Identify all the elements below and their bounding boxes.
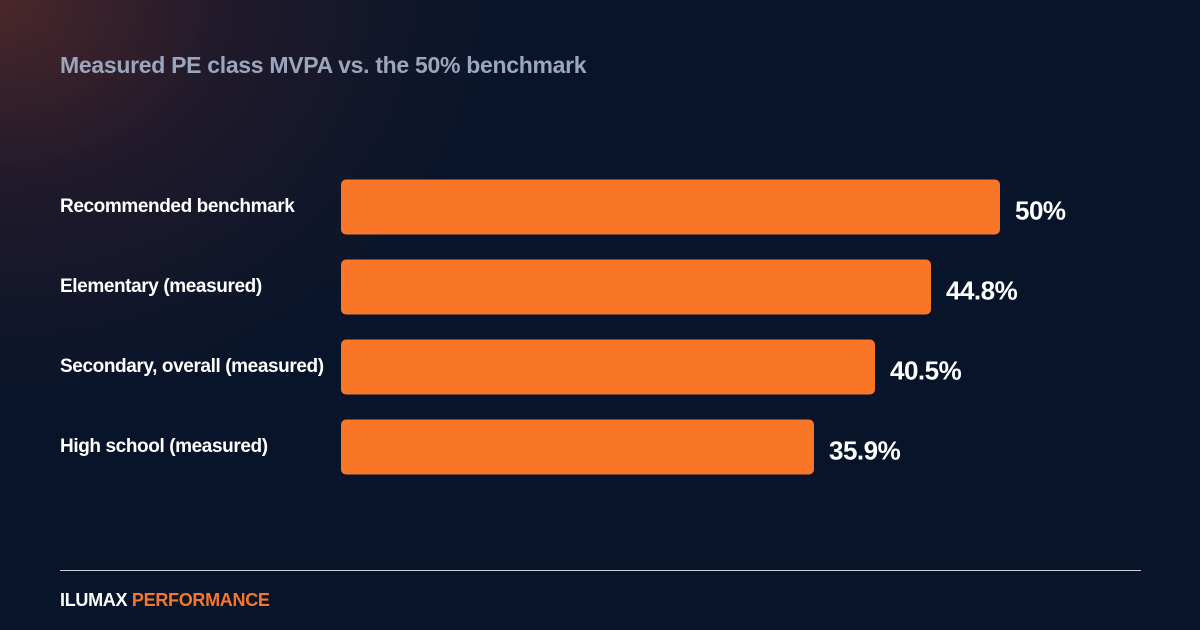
footer-divider — [60, 570, 1141, 571]
value-label: 40.5% — [890, 355, 962, 386]
bar-chart: Recommended benchmark 50% Elementary (meas… — [60, 179, 1066, 475]
value-label: 44.8% — [946, 275, 1018, 306]
category-label: Secondary, overall (measured) — [60, 356, 324, 377]
bar — [341, 259, 931, 315]
brand-name: ILUMAX — [60, 590, 128, 610]
bar — [341, 419, 814, 475]
value-label: 35.9% — [829, 435, 901, 466]
value-label: 50% — [1015, 195, 1066, 226]
category-label: Recommended benchmark — [60, 196, 295, 217]
brand-logo: ILUMAX PERFORMANCE — [60, 590, 270, 611]
category-label: High school (measured) — [60, 436, 268, 457]
brand-tagline: PERFORMANCE — [131, 590, 270, 610]
chart-title: Measured PE class MVPA vs. the 50% bench… — [60, 52, 587, 78]
bar — [341, 339, 875, 395]
category-label: Elementary (measured) — [60, 276, 262, 297]
bar — [341, 179, 1000, 235]
